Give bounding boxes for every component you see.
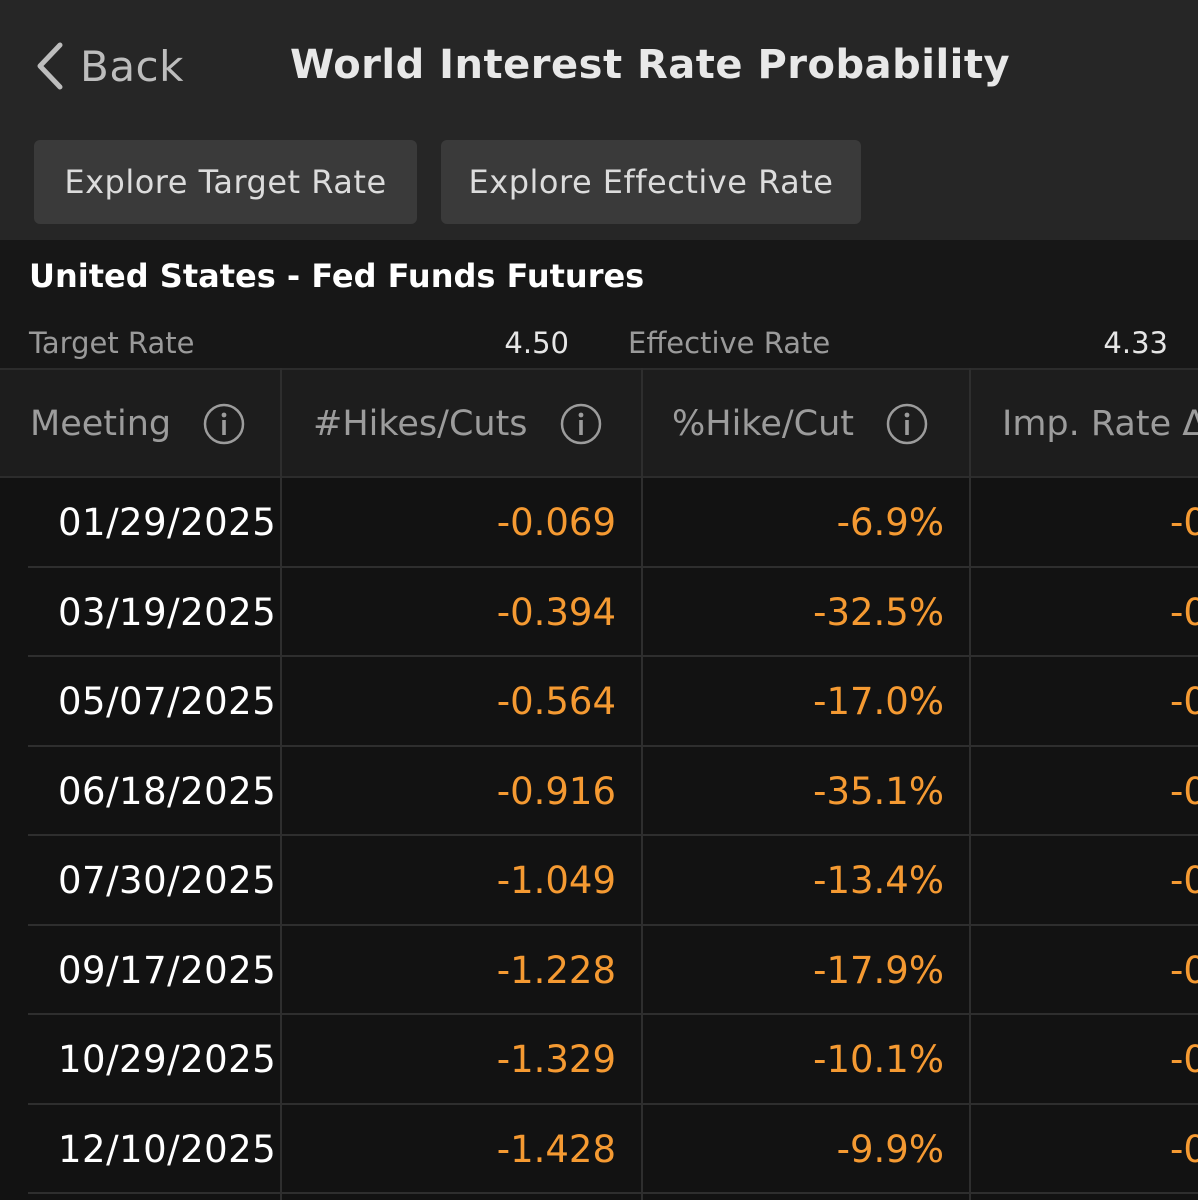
info-circle-icon[interactable] — [203, 403, 245, 445]
explore-target-rate-button[interactable]: Explore Target Rate — [34, 140, 417, 224]
page-title: World Interest Rate Probability — [290, 42, 1011, 88]
pct-hike-cut-value: -32.5% — [813, 590, 944, 634]
meeting-date: 12/10/2025 — [58, 1127, 277, 1171]
hikes-cuts-value: -1.049 — [496, 859, 616, 903]
table-row[interactable]: 01/29/2025 -0.069 -6.9% -0 — [0, 478, 1198, 568]
meeting-date: 01/29/2025 — [58, 501, 277, 545]
table-row[interactable]: 03/19/2025 -0.394 -32.5% -0 — [0, 568, 1198, 658]
chevron-left-icon — [37, 42, 63, 90]
table-row[interactable]: 09/17/2025 -1.228 -17.9% -0 — [0, 926, 1198, 1016]
meeting-date: 10/29/2025 — [58, 1038, 277, 1082]
pct-hike-cut-value: -35.1% — [813, 769, 944, 813]
meeting-date: 05/07/2025 — [58, 680, 277, 724]
market-summary: United States - Fed Funds Futures Target… — [0, 240, 1198, 370]
table-row[interactable]: 10/29/2025 -1.329 -10.1% -0 — [0, 1015, 1198, 1105]
pct-hike-cut-value: -13.4% — [813, 859, 944, 903]
imp-rate-value: -0 — [1170, 1038, 1198, 1082]
probability-table: Meeting #Hikes/Cuts %Hike/Cut — [0, 368, 1198, 1200]
table-header: Meeting #Hikes/Cuts %Hike/Cut — [0, 368, 1198, 478]
target-rate-value: 4.50 — [504, 326, 569, 360]
column-divider — [969, 368, 971, 1200]
table-row[interactable]: 06/18/2025 -0.916 -35.1% -0 — [0, 747, 1198, 837]
info-circle-icon[interactable] — [886, 403, 928, 445]
back-button[interactable]: Back — [34, 40, 184, 92]
hikes-cuts-value: -0.394 — [496, 590, 616, 634]
imp-rate-value: -0 — [1170, 501, 1198, 545]
header-pct-hike-cut-label: %Hike/Cut — [672, 404, 854, 444]
meeting-date: 03/19/2025 — [58, 590, 277, 634]
hikes-cuts-value: -0.069 — [496, 501, 616, 545]
effective-rate-value: 4.33 — [1103, 326, 1168, 360]
table-row[interactable]: 07/30/2025 -1.049 -13.4% -0 — [0, 836, 1198, 926]
meeting-date: 09/17/2025 — [58, 948, 277, 992]
pct-hike-cut-value: -10.1% — [813, 1038, 944, 1082]
meeting-date: 07/30/2025 — [58, 859, 277, 903]
imp-rate-value: -0 — [1170, 1127, 1198, 1171]
back-label: Back — [80, 41, 184, 91]
header-imp-rate-label: Imp. Rate Δ — [1002, 404, 1198, 444]
header-pct-hike-cut[interactable]: %Hike/Cut — [672, 370, 970, 478]
header-meeting-label: Meeting — [30, 404, 172, 444]
column-divider — [641, 368, 643, 1200]
table-body: 01/29/2025 -0.069 -6.9% -0 03/19/2025 -0… — [0, 478, 1198, 1194]
imp-rate-value: -0 — [1170, 769, 1198, 813]
hikes-cuts-value: -1.228 — [496, 948, 616, 992]
pct-hike-cut-value: -17.9% — [813, 948, 944, 992]
imp-rate-value: -0 — [1170, 859, 1198, 903]
imp-rate-value: -0 — [1170, 948, 1198, 992]
column-divider — [280, 368, 282, 1200]
target-rate-label: Target Rate — [29, 326, 195, 360]
effective-rate-label: Effective Rate — [628, 326, 831, 360]
pct-hike-cut-value: -17.0% — [813, 680, 944, 724]
hikes-cuts-value: -0.916 — [496, 769, 616, 813]
pct-hike-cut-value: -6.9% — [836, 501, 944, 545]
header-meeting[interactable]: Meeting — [30, 370, 280, 478]
imp-rate-value: -0 — [1170, 590, 1198, 634]
table-row[interactable]: 05/07/2025 -0.564 -17.0% -0 — [0, 657, 1198, 747]
hikes-cuts-value: -1.329 — [496, 1038, 616, 1082]
top-bar: Back World Interest Rate Probability Exp… — [0, 0, 1198, 240]
hikes-cuts-value: -0.564 — [496, 680, 616, 724]
pct-hike-cut-value: -9.9% — [836, 1127, 944, 1171]
meeting-date: 06/18/2025 — [58, 769, 277, 813]
market-title: United States - Fed Funds Futures — [29, 257, 645, 295]
table-row[interactable]: 12/10/2025 -1.428 -9.9% -0 — [0, 1105, 1198, 1195]
header-imp-rate[interactable]: Imp. Rate Δ — [1002, 370, 1198, 478]
info-circle-icon[interactable] — [560, 403, 602, 445]
hikes-cuts-value: -1.428 — [496, 1127, 616, 1171]
imp-rate-value: -0 — [1170, 680, 1198, 724]
header-hikes-cuts[interactable]: #Hikes/Cuts — [313, 370, 641, 478]
header-hikes-cuts-label: #Hikes/Cuts — [313, 404, 528, 444]
explore-effective-rate-button[interactable]: Explore Effective Rate — [441, 140, 861, 224]
